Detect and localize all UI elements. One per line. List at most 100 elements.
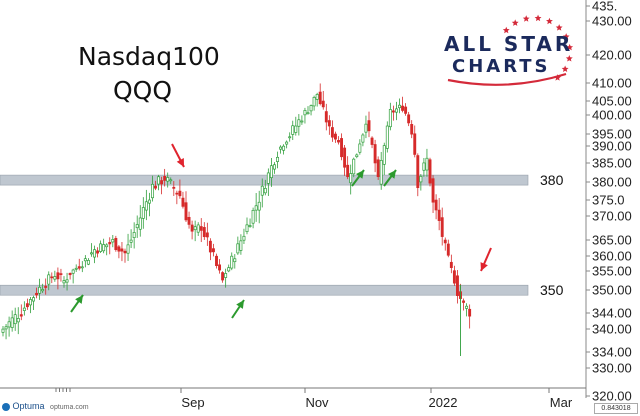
- y-tick-label: 360.00: [592, 249, 632, 264]
- candle-up: [260, 185, 264, 196]
- level-label-350: 350: [540, 282, 564, 298]
- candle-down: [401, 105, 405, 111]
- scale-readout-box: 0.843018: [594, 403, 638, 414]
- y-tick-label: 350.00: [592, 283, 632, 298]
- y-tick-label: 420.00: [592, 48, 632, 63]
- logo-star-icon: [511, 19, 519, 26]
- candle-up: [80, 266, 84, 269]
- candle-up: [242, 235, 246, 241]
- y-tick-label: 405.00: [592, 94, 632, 109]
- candle-up: [47, 274, 51, 285]
- level-labels: 380 350: [540, 172, 564, 298]
- candle-up: [236, 243, 240, 254]
- candle-up: [355, 154, 359, 158]
- y-tick-label: 390.00: [592, 139, 632, 154]
- optuma-icon: [2, 402, 10, 411]
- y-tick-label: 385.00: [592, 156, 632, 171]
- candlestick-series: [1, 83, 472, 356]
- candle-down: [35, 292, 39, 296]
- level-band-380: [0, 174, 529, 186]
- green-arrow-up-icon: [231, 299, 245, 319]
- candle-up: [269, 165, 273, 179]
- candle-down: [340, 138, 344, 158]
- logo-star-icon: [522, 15, 530, 22]
- candle-up: [297, 119, 301, 127]
- candle-down: [184, 202, 188, 221]
- logo-swoosh-icon: [447, 72, 567, 86]
- candle-down: [202, 227, 206, 238]
- y-tick-label: 375.0: [592, 193, 625, 208]
- candle-up: [4, 326, 8, 330]
- candle-down: [428, 159, 432, 184]
- candle-down: [181, 197, 185, 207]
- candle-up: [99, 243, 103, 252]
- candle-up: [105, 244, 109, 248]
- candle-down: [324, 111, 328, 123]
- candle-up: [425, 157, 429, 171]
- logo-line1: ALL STAR: [444, 32, 574, 56]
- candle-up: [263, 187, 267, 194]
- candle-down: [215, 255, 218, 267]
- logo-star-arc-icon: [447, 14, 574, 86]
- candle-up: [135, 224, 139, 229]
- footer-logo: Optuma optuma.com: [2, 401, 89, 411]
- candle-down: [337, 140, 340, 143]
- candle-up: [111, 239, 115, 243]
- red-arrow-down-icon-head: [480, 262, 488, 271]
- logo-star-icon: [565, 55, 573, 62]
- candle-down: [50, 276, 54, 279]
- candle-down: [187, 216, 191, 225]
- candle-up: [352, 158, 356, 175]
- candle-up: [300, 120, 304, 123]
- candle-up: [41, 289, 45, 292]
- candle-up: [251, 209, 255, 224]
- candle-up: [306, 112, 310, 115]
- candle-down: [175, 192, 179, 195]
- candle-down: [431, 178, 435, 203]
- candle-up: [74, 267, 78, 270]
- candle-up: [157, 176, 160, 185]
- candle-down: [117, 246, 121, 252]
- candle-up: [303, 110, 307, 116]
- candle-up: [395, 108, 398, 113]
- candle-down: [370, 137, 374, 145]
- green-arrow-up-icon-head: [356, 170, 364, 179]
- candle-up: [71, 269, 75, 274]
- candle-up: [294, 125, 298, 133]
- candle-up: [151, 183, 154, 199]
- candle-up: [86, 260, 90, 265]
- candle-up: [257, 201, 261, 211]
- footer-software: Optuma: [12, 401, 45, 411]
- candle-up: [279, 146, 283, 150]
- candle-down: [123, 250, 127, 254]
- candle-up: [276, 156, 279, 162]
- candle-up: [465, 305, 469, 309]
- red-arrow-down-icon-head: [176, 158, 184, 167]
- candle-down: [154, 185, 157, 189]
- candle-up: [144, 201, 148, 211]
- logo-star-icon: [546, 17, 553, 25]
- candle-up: [62, 280, 66, 284]
- candle-down: [373, 144, 377, 164]
- candle-down: [446, 243, 450, 256]
- candle-up: [224, 273, 228, 278]
- candle-up: [273, 164, 276, 170]
- candle-up: [53, 276, 57, 280]
- candle-up: [312, 97, 316, 107]
- candle-down: [68, 272, 72, 276]
- candle-down: [434, 199, 438, 211]
- candle-down: [25, 303, 29, 308]
- candle-down: [318, 91, 322, 105]
- candle-down: [208, 240, 212, 253]
- candle-down: [376, 159, 380, 178]
- candle-up: [230, 255, 234, 269]
- y-tick-label: 355.00: [592, 264, 632, 279]
- y-tick-label: 330.00: [592, 361, 632, 376]
- candle-up: [193, 226, 197, 231]
- logo-star-icon: [561, 65, 569, 73]
- candle-down: [172, 186, 176, 189]
- candle-up: [7, 321, 11, 328]
- footer-site: optuma.com: [50, 404, 89, 411]
- candle-up: [245, 224, 249, 233]
